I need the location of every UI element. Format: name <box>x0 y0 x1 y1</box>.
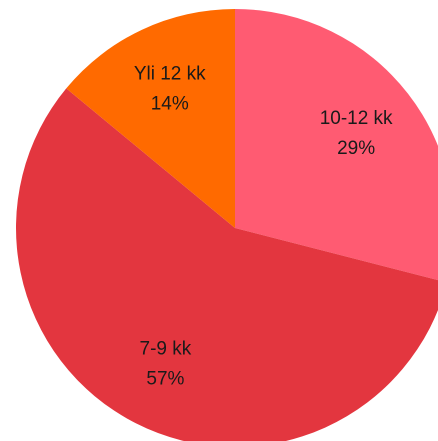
pie-slice <box>66 9 235 228</box>
slice-value-label: 14% <box>151 93 189 114</box>
slice-value-label: 29% <box>337 138 375 159</box>
slice-category-label: 7-9 kk <box>140 339 192 360</box>
slice-category-label: 10-12 kk <box>320 108 393 129</box>
slice-category-label: Yli 12 kk <box>134 63 206 84</box>
pie-slice <box>235 9 438 281</box>
slice-value-label: 57% <box>146 369 184 390</box>
pie-slice <box>16 88 438 441</box>
